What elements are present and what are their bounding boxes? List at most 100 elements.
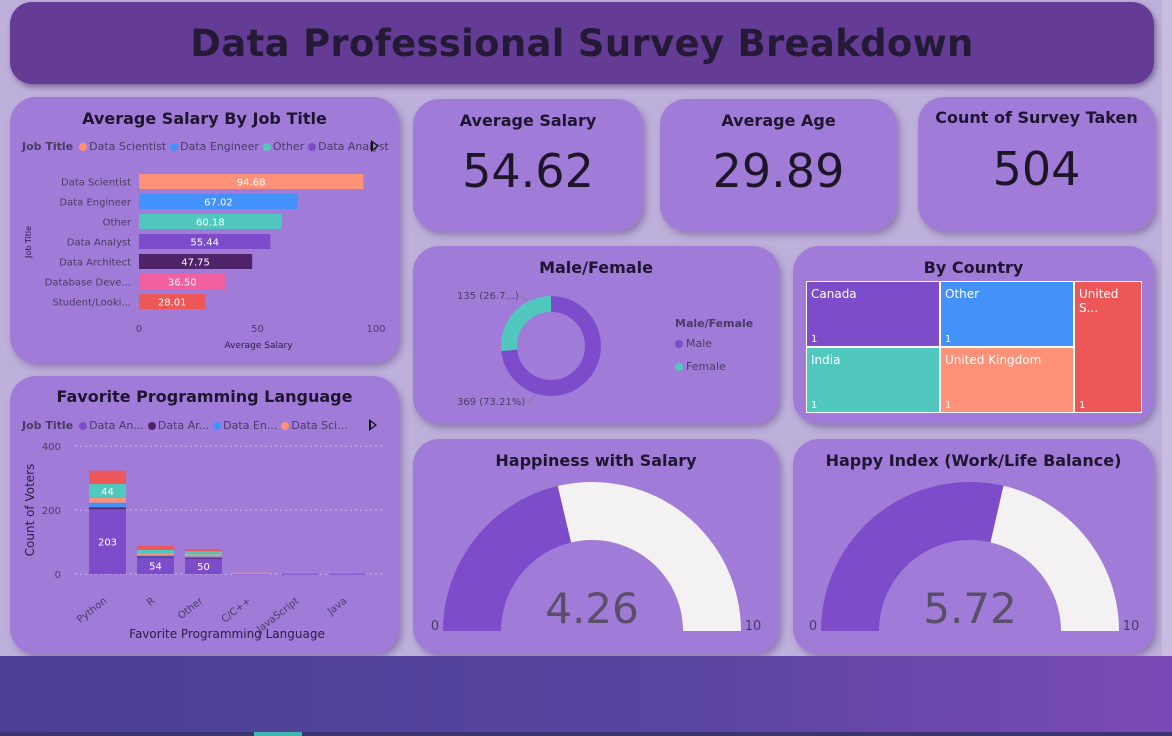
- card-title: Happiness with Salary: [495, 451, 697, 470]
- category-label: R: [145, 596, 157, 609]
- legend-item[interactable]: Data Ar...: [147, 419, 210, 432]
- treemap-cell[interactable]: Other 1: [940, 281, 1074, 347]
- data-label: 203: [98, 538, 117, 549]
- tick-label: 0: [136, 324, 142, 335]
- category-label: C/C++: [220, 596, 254, 626]
- legend-item[interactable]: Data An...: [79, 419, 144, 432]
- data-label: 50: [197, 562, 210, 573]
- treemap-cell[interactable]: United Kingdom 1: [940, 347, 1074, 413]
- treemap-value: 1: [945, 334, 952, 345]
- legend-next-icon[interactable]: [371, 140, 379, 152]
- data-label: 36.50: [168, 278, 197, 289]
- gauge-fill: [443, 486, 572, 631]
- gauge-max: 10: [745, 619, 762, 634]
- treemap-cell[interactable]: United S... 1: [1074, 281, 1142, 413]
- gauge-track: [557, 482, 741, 631]
- bar-segment: [185, 558, 222, 574]
- category-label: Student/Looki...: [53, 298, 131, 309]
- tick-label: 50: [251, 324, 264, 335]
- legend-item[interactable]: Data Scientist: [79, 140, 166, 153]
- footer-bar: [0, 732, 1172, 736]
- data-label: 94.68: [237, 178, 266, 189]
- page-tab-indicator[interactable]: [254, 732, 302, 736]
- salary-by-job-card[interactable]: Average Salary By Job Title Job Title Da…: [10, 97, 399, 363]
- kpi-average-age[interactable]: Average Age 29.89: [660, 99, 897, 231]
- treemap-cell[interactable]: Canada 1: [806, 281, 940, 347]
- legend-next-icon[interactable]: [369, 419, 377, 431]
- category-label: Data Engineer: [59, 198, 131, 209]
- legend-item[interactable]: Data Sci...: [281, 419, 348, 432]
- bar-segment: [89, 470, 126, 484]
- legend-item[interactable]: Data En...: [213, 419, 277, 432]
- legend-dot-icon: [675, 339, 683, 348]
- x-axis-label: Favorite Programming Language: [129, 627, 325, 641]
- gauge-value: 4.26: [545, 584, 639, 633]
- bar-segment: [137, 556, 174, 558]
- legend-title: Job Title: [22, 140, 74, 153]
- data-label: 60.18: [196, 218, 225, 229]
- legend: Job Title Data An... Data Ar... Data En.…: [22, 419, 352, 432]
- gauge-fill: [821, 482, 1004, 631]
- card-title: Average Salary By Job Title: [82, 109, 327, 128]
- bar-segment: [137, 555, 174, 557]
- dashboard-title: Data Professional Survey Breakdown: [190, 21, 974, 65]
- category-label: Other: [103, 218, 132, 229]
- legend-dot-icon: [213, 421, 222, 430]
- kpi-value: 504: [992, 142, 1081, 196]
- bar-segment: [137, 556, 174, 574]
- data-label: 135 (26.7...): [457, 291, 519, 302]
- bar-segment: [185, 549, 222, 552]
- bar: [139, 174, 364, 189]
- bar-segment: [137, 553, 174, 556]
- legend-dot-icon: [147, 421, 156, 430]
- bar: [139, 214, 282, 229]
- language-card[interactable]: Favorite Programming Language Job Title …: [10, 376, 399, 654]
- legend-title: Job Title: [22, 419, 74, 432]
- gender-card[interactable]: Male/Female 135 (26.7...) 369 (73.21%) Ma…: [413, 246, 779, 424]
- gauge-min: 0: [431, 619, 439, 634]
- treemap-label: Other: [945, 287, 980, 301]
- legend-item[interactable]: Other: [262, 140, 305, 153]
- kpi-survey-count[interactable]: Count of Survey Taken 504: [918, 97, 1155, 231]
- legend-item-female[interactable]: Female: [675, 360, 726, 373]
- treemap-value: 1: [811, 400, 818, 411]
- legend-dot-icon: [262, 142, 271, 151]
- leader-line: [516, 296, 528, 302]
- happy-index-gauge: 5.72 0 10: [809, 482, 1139, 634]
- legend-label: Data Ar...: [157, 419, 210, 432]
- gauge-value: 5.72: [923, 584, 1017, 633]
- data-label: 55.44: [190, 238, 219, 249]
- bar-segment: [89, 497, 126, 503]
- legend-dot-icon: [308, 142, 317, 151]
- treemap-label: India: [811, 353, 841, 367]
- gender-donut-chart: 135 (26.7...) 369 (73.21%): [457, 291, 601, 408]
- kpi-average-salary[interactable]: Average Salary 54.62: [413, 99, 643, 231]
- x-axis-label: Average Salary: [224, 341, 293, 351]
- legend-item-male[interactable]: Male: [675, 337, 712, 350]
- legend-label: Other: [272, 140, 305, 153]
- legend-dot-icon: [170, 142, 179, 151]
- treemap-label: United S...: [1079, 287, 1119, 315]
- bar: [139, 194, 298, 209]
- legend-label: Data En...: [223, 419, 278, 432]
- legend-item[interactable]: Data Engineer: [170, 140, 259, 153]
- treemap-cell[interactable]: India 1: [806, 347, 940, 413]
- country-treemap: Canada 1 Other 1 United S... 1 India 1 United Ki…: [806, 281, 1142, 413]
- country-card[interactable]: By Country Canada 1 Other 1 United S... 1 Indi…: [793, 246, 1154, 424]
- category-label: Java: [325, 596, 349, 618]
- legend-dot-icon: [281, 421, 290, 430]
- happy-index-card[interactable]: Happy Index (Work/Life Balance) 5.72 0 10: [793, 439, 1154, 654]
- y-axis-label: Job Title: [24, 226, 33, 259]
- legend-label: Female: [686, 360, 726, 373]
- data-label: 67.02: [204, 198, 233, 209]
- legend-dot-icon: [79, 421, 88, 430]
- kpi-label: Average Salary: [459, 111, 597, 130]
- donut-slice: [501, 296, 601, 396]
- gauge-min: 0: [809, 619, 817, 634]
- y-axis-label: Count of Voters: [23, 464, 37, 557]
- bar-segment: [89, 509, 126, 574]
- happiness-salary-card[interactable]: Happiness with Salary 4.26 0 10: [413, 439, 779, 654]
- bar: [139, 254, 253, 269]
- legend-label: Data Sci...: [291, 419, 348, 432]
- treemap-label: United Kingdom: [945, 353, 1042, 367]
